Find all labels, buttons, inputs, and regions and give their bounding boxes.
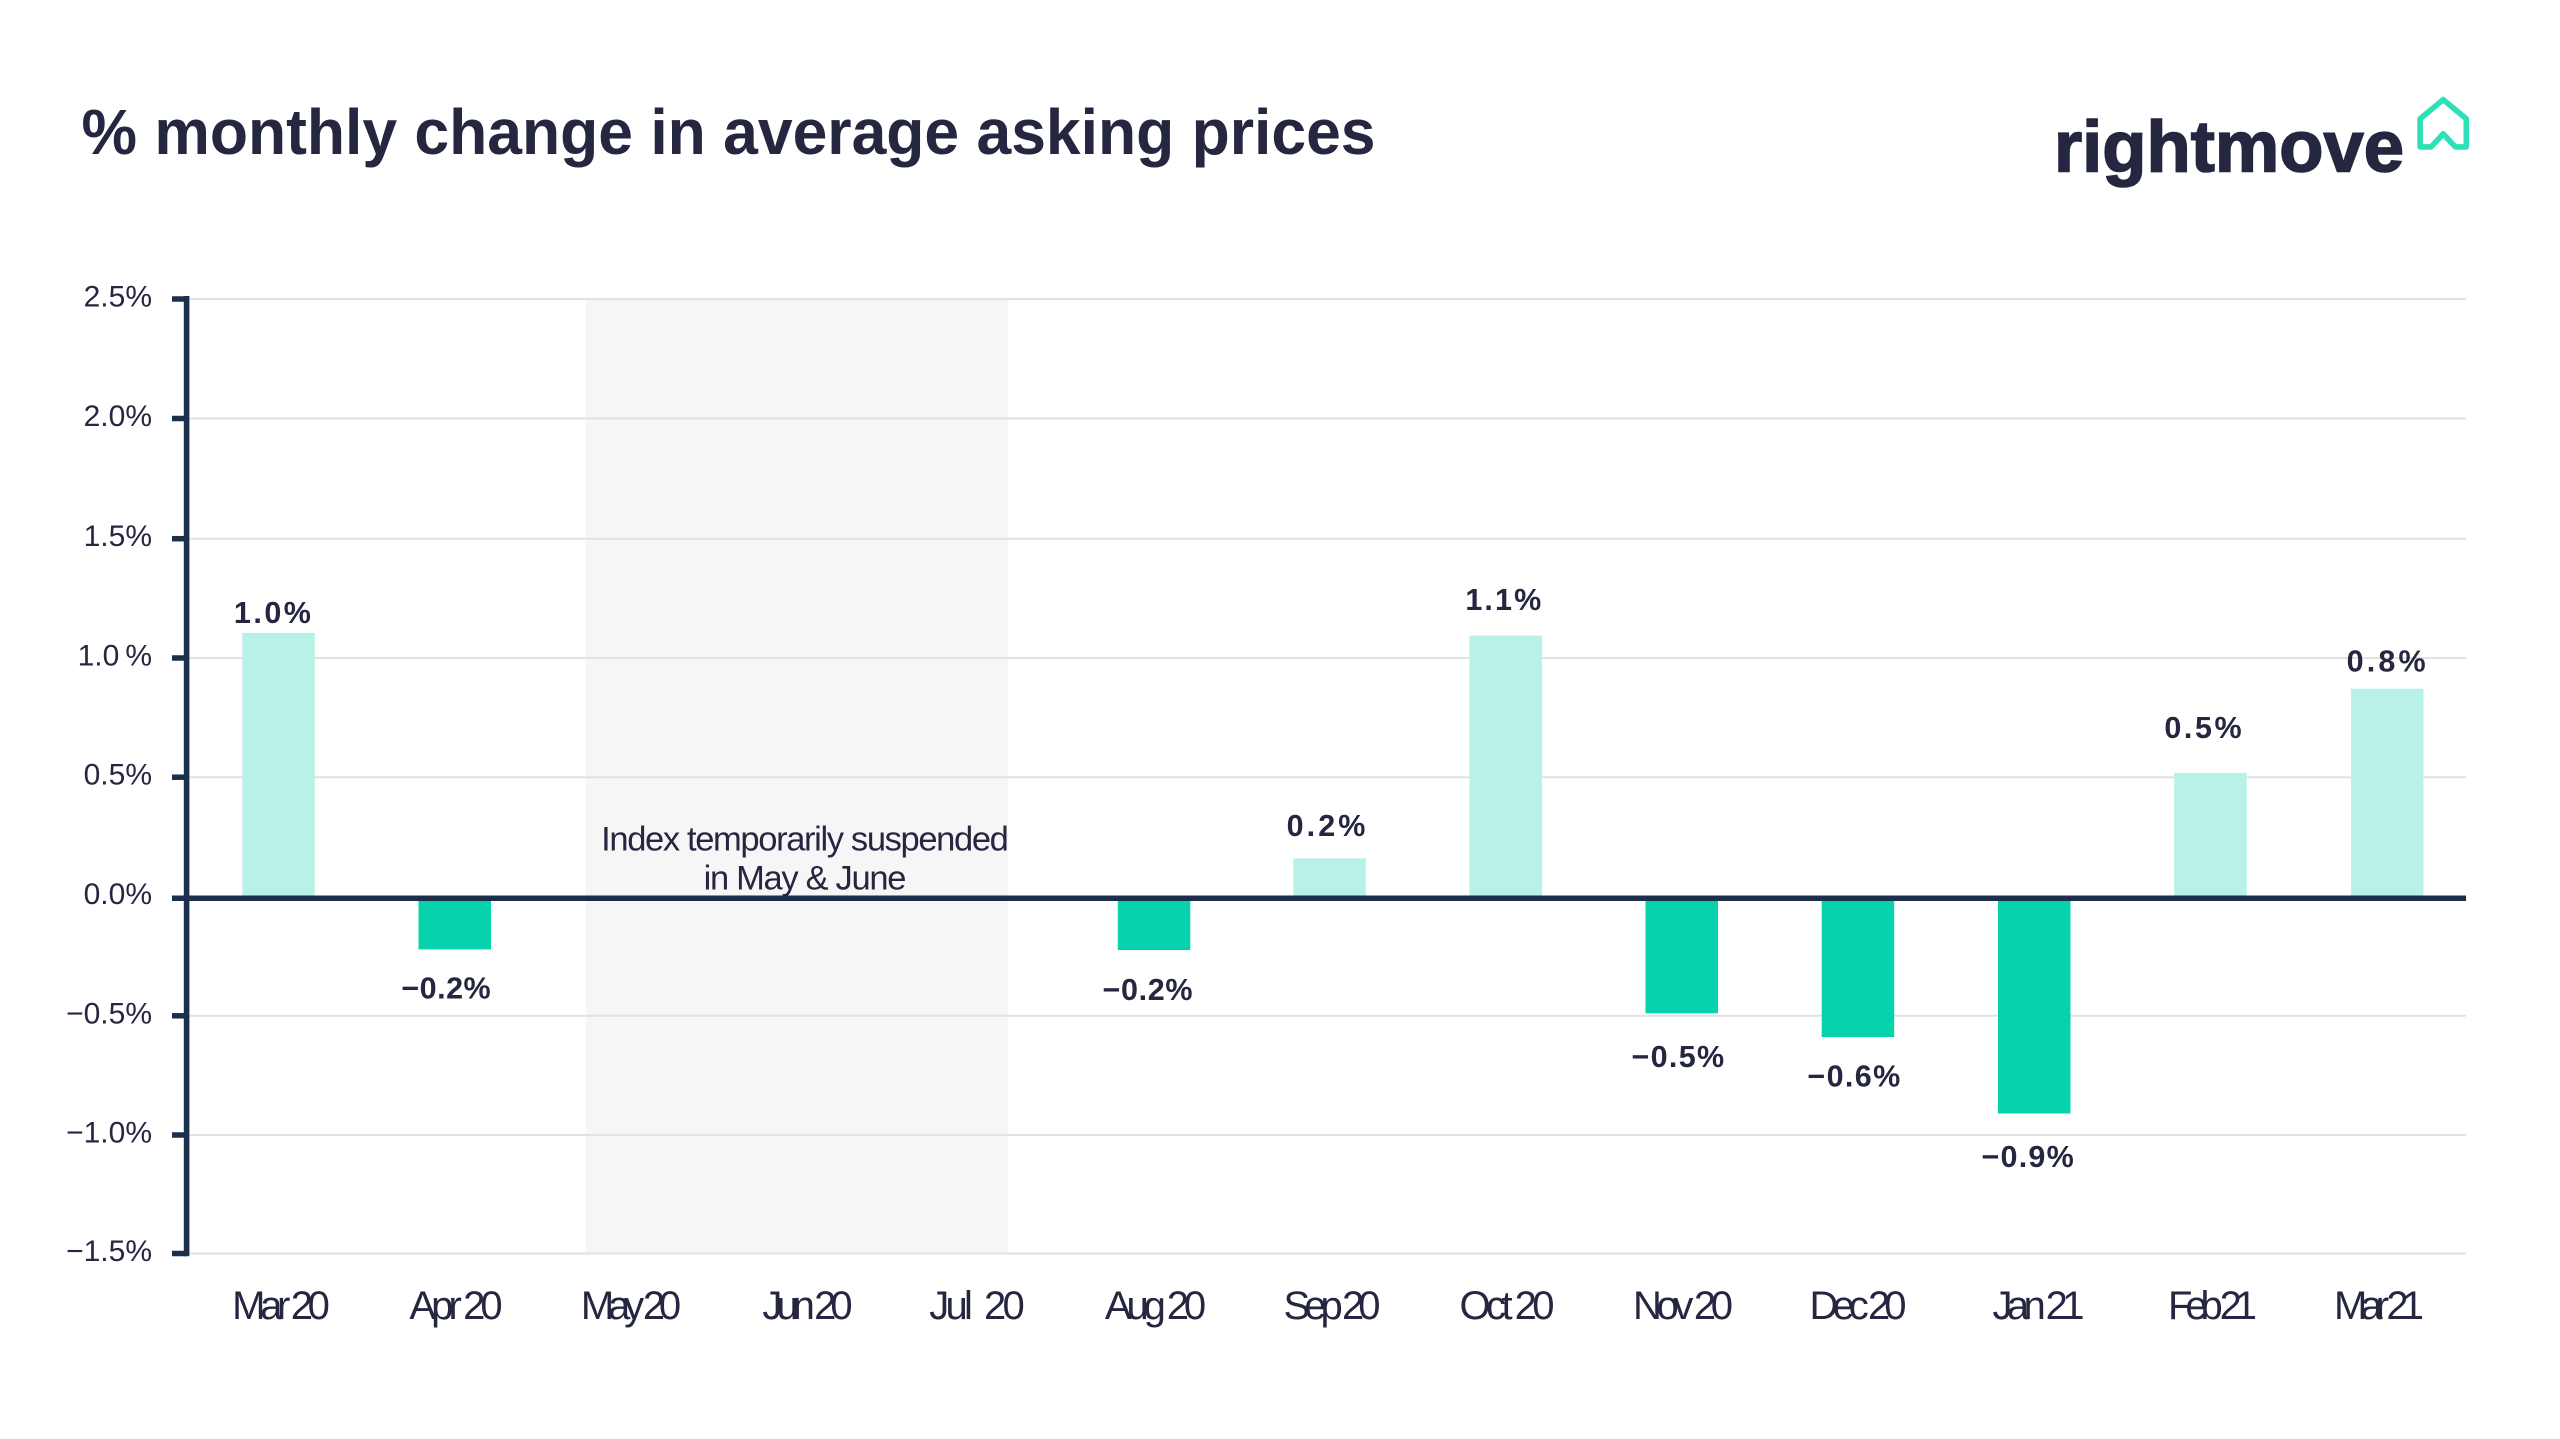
svg-text:0.0%: 0.0% bbox=[84, 878, 152, 911]
svg-text:rightmove: rightmove bbox=[2054, 108, 2404, 188]
svg-text:1.1%: 1.1% bbox=[1465, 583, 1541, 617]
svg-text:−0.5%: −0.5% bbox=[66, 997, 152, 1030]
svg-text:−0.9%: −0.9% bbox=[1981, 1140, 2073, 1174]
svg-text:Jun 20: Jun 20 bbox=[762, 1284, 852, 1328]
svg-text:in May & June: in May & June bbox=[704, 859, 907, 897]
svg-text:0.5%: 0.5% bbox=[84, 759, 152, 792]
svg-text:0.8%: 0.8% bbox=[2347, 644, 2426, 678]
svg-text:Nov 20: Nov 20 bbox=[1633, 1284, 1733, 1328]
svg-text:Oct 20: Oct 20 bbox=[1460, 1284, 1555, 1328]
svg-text:Aug 20: Aug 20 bbox=[1105, 1284, 1206, 1328]
svg-text:Feb 21: Feb 21 bbox=[2168, 1284, 2257, 1328]
svg-text:Dec 20: Dec 20 bbox=[1810, 1284, 1907, 1328]
svg-text:−0.6%: −0.6% bbox=[1807, 1060, 1900, 1094]
svg-text:% monthly change in average as: % monthly change in average asking price… bbox=[82, 96, 1376, 168]
svg-text:Jan 21: Jan 21 bbox=[1993, 1284, 2085, 1328]
svg-text:May 20: May 20 bbox=[581, 1284, 681, 1328]
svg-text:−0.2%: −0.2% bbox=[1103, 973, 1193, 1007]
svg-text:Index temporarily suspended: Index temporarily suspended bbox=[601, 821, 1009, 859]
svg-text:−0.5%: −0.5% bbox=[1631, 1040, 1724, 1074]
svg-text:Mar 20: Mar 20 bbox=[232, 1284, 330, 1328]
svg-text:1.0%: 1.0% bbox=[234, 596, 311, 630]
svg-text:Apr 20: Apr 20 bbox=[409, 1284, 502, 1328]
svg-text:−1.0%: −1.0% bbox=[66, 1117, 152, 1150]
svg-text:0.5%: 0.5% bbox=[2164, 711, 2241, 745]
svg-text:−1.5%: −1.5% bbox=[66, 1235, 152, 1268]
svg-text:−0.2%: −0.2% bbox=[401, 972, 490, 1006]
svg-text:2.0%: 2.0% bbox=[84, 400, 152, 433]
svg-text:1.5%: 1.5% bbox=[84, 520, 152, 553]
svg-text:0.2%: 0.2% bbox=[1287, 809, 1366, 843]
svg-text:Sep 20: Sep 20 bbox=[1284, 1284, 1381, 1328]
svg-text:Mar 21: Mar 21 bbox=[2334, 1284, 2424, 1328]
svg-text:2.5%: 2.5% bbox=[84, 281, 152, 314]
svg-text:Jul 20: Jul 20 bbox=[929, 1284, 1025, 1328]
svg-text:1.0 %: 1.0 % bbox=[78, 640, 152, 673]
